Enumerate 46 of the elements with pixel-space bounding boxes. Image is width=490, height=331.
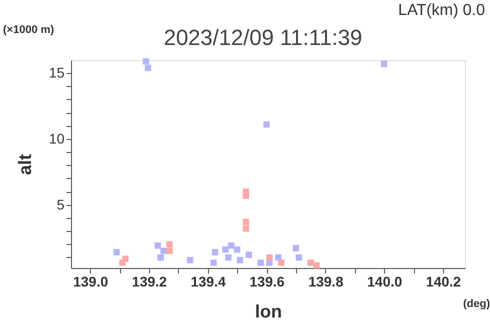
point xyxy=(296,254,302,261)
x-tick-label: 139.6 xyxy=(250,274,285,290)
point xyxy=(292,245,300,252)
x-tick-label: 139.8 xyxy=(308,274,344,290)
point xyxy=(380,60,388,68)
y-tick-label: 10 xyxy=(48,130,65,146)
point xyxy=(242,225,250,232)
y-tick-label: 5 xyxy=(56,196,65,212)
point xyxy=(222,246,229,253)
x-axis-title: lon xyxy=(255,302,282,322)
x-tick-label: 139.2 xyxy=(132,274,168,290)
point xyxy=(313,262,320,269)
text: (×1000 m) xyxy=(3,24,54,36)
point xyxy=(242,188,250,195)
text: LAT(km) 0.0 xyxy=(398,2,486,19)
text: (deg) xyxy=(463,298,490,310)
point xyxy=(212,249,218,256)
point xyxy=(307,260,314,266)
point xyxy=(210,260,217,266)
point xyxy=(154,242,161,249)
chart-title: 2023/12/09 11:11:39 xyxy=(164,25,362,50)
point xyxy=(246,252,252,258)
x-tick-label: 139.4 xyxy=(190,274,226,290)
point xyxy=(257,260,264,266)
x-tick-label: 140.2 xyxy=(426,274,462,290)
point xyxy=(234,246,240,253)
x-tick-label: 139.0 xyxy=(73,274,108,290)
point xyxy=(144,64,152,72)
x-tick-label: 140.0 xyxy=(367,274,402,290)
point xyxy=(166,248,173,254)
point xyxy=(236,256,244,264)
y-tick-label: 15 xyxy=(48,64,65,81)
point xyxy=(266,254,273,261)
point xyxy=(122,256,129,262)
point xyxy=(225,254,232,261)
point xyxy=(278,260,284,266)
point xyxy=(166,241,173,248)
point xyxy=(160,248,167,254)
point xyxy=(186,256,194,264)
point xyxy=(113,249,120,256)
point xyxy=(263,121,270,128)
y-axis-title: alt xyxy=(14,154,35,176)
point xyxy=(158,254,164,261)
point xyxy=(142,58,150,64)
point xyxy=(228,242,234,249)
point xyxy=(242,218,250,226)
